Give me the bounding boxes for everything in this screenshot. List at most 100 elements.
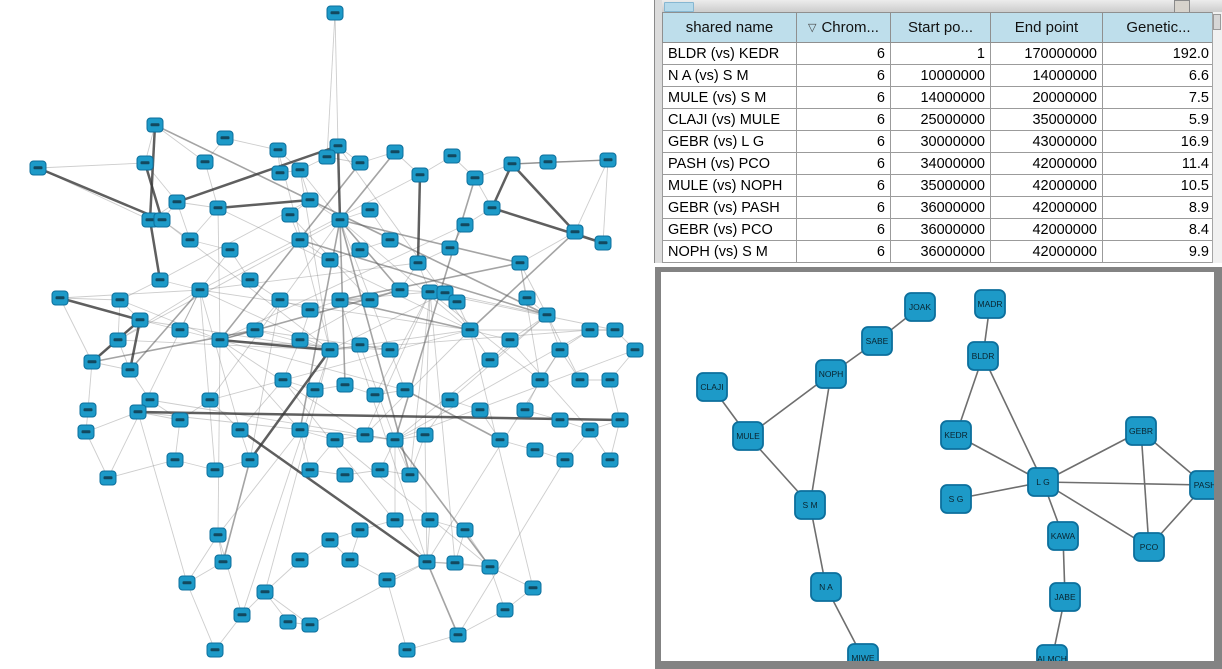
network-edge bbox=[217, 198, 311, 210]
network-node-s-m[interactable] bbox=[794, 490, 826, 520]
network-node-gebr[interactable] bbox=[1125, 416, 1157, 446]
table-row[interactable]: GEBR (vs) PASH 6 36000000 42000000 8.9 bbox=[662, 196, 1215, 219]
cell-value[interactable]: 25000000 bbox=[890, 108, 991, 131]
filter-icon[interactable]: ▽ bbox=[808, 22, 817, 34]
network-node-pco[interactable] bbox=[1133, 532, 1165, 562]
table-row[interactable]: MULE (vs) NOPH 6 35000000 42000000 10.5 bbox=[662, 174, 1215, 197]
node-label-smudge bbox=[505, 338, 515, 342]
network-edge bbox=[85, 431, 109, 479]
cell-value[interactable]: 6 bbox=[796, 86, 891, 109]
cell-shared-name[interactable]: GEBR (vs) PASH bbox=[662, 196, 797, 219]
network-node-sabe[interactable] bbox=[861, 326, 893, 356]
cell-value[interactable]: 42000000 bbox=[990, 174, 1103, 197]
cell-value[interactable]: 16.9 bbox=[1102, 130, 1215, 153]
network-node-claji[interactable] bbox=[696, 372, 728, 402]
table-row[interactable]: N A (vs) S M 6 10000000 14000000 6.6 bbox=[662, 64, 1215, 87]
cell-value[interactable]: 170000000 bbox=[990, 42, 1103, 65]
cell-shared-name[interactable]: GEBR (vs) PCO bbox=[662, 218, 797, 241]
cell-value[interactable]: 7.5 bbox=[1102, 86, 1215, 109]
cell-value[interactable]: 6 bbox=[796, 196, 891, 219]
cell-value[interactable]: 42000000 bbox=[990, 240, 1103, 263]
table-row[interactable]: PASH (vs) PCO 6 34000000 42000000 11.4 bbox=[662, 152, 1215, 175]
cell-shared-name[interactable]: N A (vs) S M bbox=[662, 64, 797, 87]
network-node-noph[interactable] bbox=[815, 359, 847, 389]
network-node-almch[interactable] bbox=[1036, 644, 1068, 661]
cell-value[interactable]: 14000000 bbox=[890, 86, 991, 109]
network-node-pash[interactable] bbox=[1189, 470, 1214, 500]
cell-value[interactable]: 192.0 bbox=[1102, 42, 1215, 65]
cell-shared-name[interactable]: GEBR (vs) L G bbox=[662, 130, 797, 153]
detail-network-canvas[interactable]: JOAK SABE NOPH CLAJI MULE S M N A MIWE MADR BLDR K… bbox=[661, 272, 1214, 661]
cell-value[interactable]: 6 bbox=[796, 218, 891, 241]
cell-value[interactable]: 42000000 bbox=[990, 196, 1103, 219]
network-edge bbox=[117, 289, 201, 341]
network-node-s-g[interactable] bbox=[940, 484, 972, 514]
node-label-smudge bbox=[260, 590, 270, 594]
cell-value[interactable]: 43000000 bbox=[990, 130, 1103, 153]
cell-value[interactable]: 11.4 bbox=[1102, 152, 1215, 175]
network-node-kedr[interactable] bbox=[940, 420, 972, 450]
cell-value[interactable]: 8.9 bbox=[1102, 196, 1215, 219]
node-label-smudge bbox=[310, 388, 320, 392]
table-row[interactable]: GEBR (vs) L G 6 30000000 43000000 16.9 bbox=[662, 130, 1215, 153]
cell-value[interactable]: 36000000 bbox=[890, 196, 991, 219]
cell-value[interactable]: 6 bbox=[796, 108, 891, 131]
network-node-miwe[interactable] bbox=[847, 643, 879, 661]
cell-value[interactable]: 42000000 bbox=[990, 152, 1103, 175]
network-edge bbox=[809, 373, 832, 506]
table-row[interactable]: BLDR (vs) KEDR 6 1 170000000 192.0 bbox=[662, 42, 1215, 65]
cell-value[interactable]: 35000000 bbox=[890, 174, 991, 197]
table-row[interactable]: GEBR (vs) PCO 6 36000000 42000000 8.4 bbox=[662, 218, 1215, 241]
cell-shared-name[interactable]: CLAJI (vs) MULE bbox=[662, 108, 797, 131]
network-node-kawa[interactable] bbox=[1047, 521, 1079, 551]
column-header-1[interactable]: ▽ Chrom... bbox=[796, 12, 891, 43]
node-label-smudge bbox=[610, 328, 620, 332]
column-header-0[interactable]: shared name bbox=[662, 12, 797, 43]
network-node-n-a[interactable] bbox=[810, 572, 842, 602]
table-row[interactable]: NOPH (vs) S M 6 36000000 42000000 9.9 bbox=[662, 240, 1215, 263]
overview-network-canvas[interactable] bbox=[0, 0, 655, 669]
network-node-mule[interactable] bbox=[732, 421, 764, 451]
network-node-madr[interactable] bbox=[974, 289, 1006, 319]
cell-value[interactable]: 8.4 bbox=[1102, 218, 1215, 241]
network-edge bbox=[209, 329, 471, 401]
table-vertical-scrollbar[interactable] bbox=[1212, 12, 1222, 263]
cell-value[interactable]: 35000000 bbox=[990, 108, 1103, 131]
cell-value[interactable]: 5.9 bbox=[1102, 108, 1215, 131]
column-header-2[interactable]: Start po... bbox=[890, 12, 991, 43]
cell-value[interactable]: 6 bbox=[796, 174, 891, 197]
cell-value[interactable]: 6 bbox=[796, 152, 891, 175]
cell-value[interactable]: 6 bbox=[796, 240, 891, 263]
node-label-smudge bbox=[273, 148, 283, 152]
cell-shared-name[interactable]: NOPH (vs) S M bbox=[662, 240, 797, 263]
table-row[interactable]: MULE (vs) S M 6 14000000 20000000 7.5 bbox=[662, 86, 1215, 109]
cell-value[interactable]: 6 bbox=[796, 64, 891, 87]
cell-value[interactable]: 36000000 bbox=[890, 240, 991, 263]
cell-shared-name[interactable]: PASH (vs) PCO bbox=[662, 152, 797, 175]
cell-value[interactable]: 1 bbox=[890, 42, 991, 65]
cell-value[interactable]: 6 bbox=[796, 42, 891, 65]
cell-value[interactable]: 42000000 bbox=[990, 218, 1103, 241]
cell-value[interactable]: 20000000 bbox=[990, 86, 1103, 109]
cell-value[interactable]: 30000000 bbox=[890, 130, 991, 153]
cell-shared-name[interactable]: BLDR (vs) KEDR bbox=[662, 42, 797, 65]
cell-value[interactable]: 36000000 bbox=[890, 218, 991, 241]
cell-value[interactable]: 9.9 bbox=[1102, 240, 1215, 263]
cell-value[interactable]: 6.6 bbox=[1102, 64, 1215, 87]
cell-value[interactable]: 14000000 bbox=[990, 64, 1103, 87]
cell-shared-name[interactable]: MULE (vs) NOPH bbox=[662, 174, 797, 197]
network-node-l-g[interactable] bbox=[1027, 467, 1059, 497]
cell-value[interactable]: 34000000 bbox=[890, 152, 991, 175]
network-node-jabe[interactable] bbox=[1049, 582, 1081, 612]
table-row[interactable]: CLAJI (vs) MULE 6 25000000 35000000 5.9 bbox=[662, 108, 1215, 131]
column-header-4[interactable]: Genetic... bbox=[1102, 12, 1215, 43]
scrollbar-thumb[interactable] bbox=[1213, 14, 1221, 30]
node-label-smudge bbox=[182, 581, 192, 585]
network-node-joak[interactable] bbox=[904, 292, 936, 322]
column-header-3[interactable]: End point bbox=[990, 12, 1103, 43]
cell-shared-name[interactable]: MULE (vs) S M bbox=[662, 86, 797, 109]
cell-value[interactable]: 6 bbox=[796, 130, 891, 153]
cell-value[interactable]: 10.5 bbox=[1102, 174, 1215, 197]
network-node-bldr[interactable] bbox=[967, 341, 999, 371]
cell-value[interactable]: 10000000 bbox=[890, 64, 991, 87]
